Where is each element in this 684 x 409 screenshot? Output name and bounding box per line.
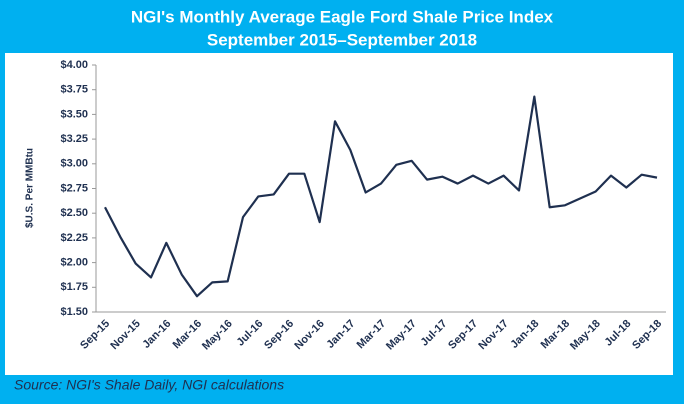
source-note: Source: NGI's Shale Daily, NGI calculati… (14, 377, 284, 393)
y-tick-label: $1.75 (60, 281, 88, 293)
y-tick-label: $3.00 (60, 158, 88, 170)
y-tick-label: $2.50 (60, 207, 88, 219)
y-tick-label: $2.00 (60, 257, 88, 269)
y-tick-label: $3.50 (60, 108, 88, 120)
y-tick-label: $2.25 (60, 232, 88, 244)
y-tick-label: $3.25 (60, 133, 88, 145)
series-line (104, 95, 658, 298)
plot-panel (5, 53, 673, 375)
y-axis-label: $U.S. Per MMBtu (25, 148, 36, 228)
chart-subtitle: September 2015–September 2018 (207, 30, 477, 49)
chart-title: NGI's Monthly Average Eagle Ford Shale P… (131, 7, 554, 26)
y-tick-label: $4.00 (60, 59, 88, 71)
y-tick-label: $3.75 (60, 84, 88, 96)
y-tick-label: $1.50 (60, 306, 88, 318)
y-tick-label: $2.75 (60, 182, 88, 194)
